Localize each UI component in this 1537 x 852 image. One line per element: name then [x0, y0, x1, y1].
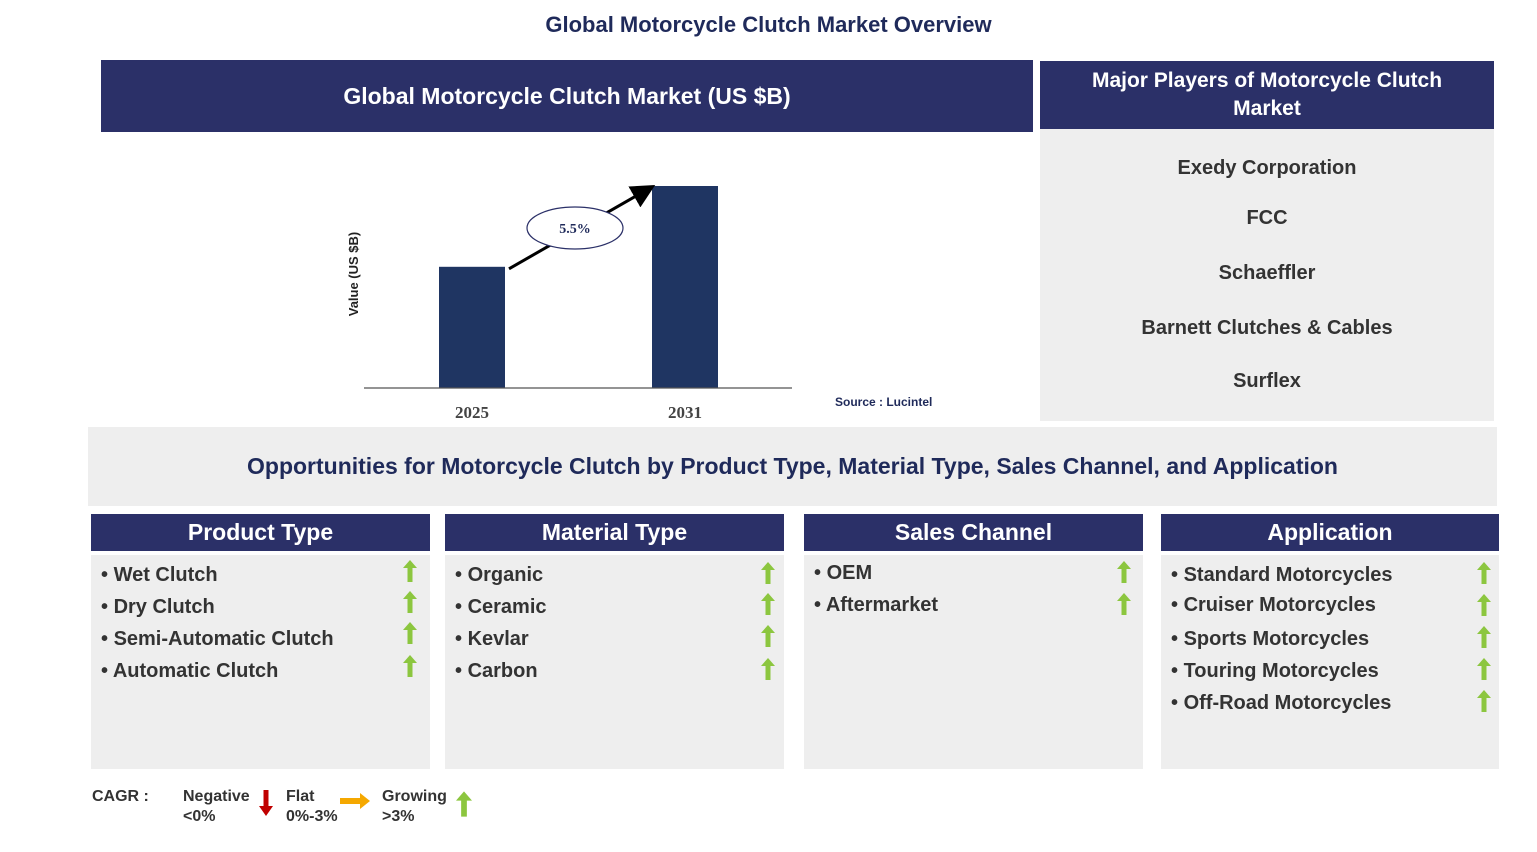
flat-arrow-icon [340, 793, 370, 809]
player-name: Barnett Clutches & Cables [1141, 317, 1393, 339]
growing-arrow-icon [1477, 594, 1491, 616]
growing-arrow-icon [403, 560, 417, 582]
growing-arrow-icon [1477, 626, 1491, 648]
segment-item: • Automatic Clutch [101, 660, 279, 682]
segment-panel-material-type: • Organic • Ceramic • Kevlar • Carbon [445, 555, 784, 769]
segment-item: • Semi-Automatic Clutch [101, 628, 334, 650]
x-tick-label: 2031 [668, 403, 702, 422]
growing-arrow-icon [403, 655, 417, 677]
segment-title: Material Type [541, 519, 688, 545]
bar-chart: 5.5% Value (US $B) 2025 2031 [346, 185, 792, 422]
x-tick-label: 2025 [455, 403, 489, 422]
segment-item: • Standard Motorcycles [1171, 564, 1393, 586]
chart-header-label: Global Motorcycle Clutch Market (US $B) [343, 82, 791, 109]
source-note: Source : Lucintel [835, 395, 933, 409]
growing-arrow-icon [761, 562, 775, 584]
legend-flat: Flat 0%-3% [286, 788, 338, 825]
segment-item: • Dry Clutch [101, 596, 215, 618]
legend-label: CAGR : [92, 788, 149, 805]
segment-header-material-type: Material Type [445, 514, 784, 551]
segment-item: • OEM [814, 562, 873, 584]
segment-panel-product-type: • Wet Clutch • Dry Clutch • Semi-Automat… [91, 555, 430, 769]
segment-panel-sales-channel: • OEM • Aftermarket [804, 555, 1143, 769]
negative-arrow-icon [259, 790, 273, 816]
segment-item: • Off-Road Motorcycles [1171, 692, 1392, 714]
growing-arrow-icon [761, 593, 775, 615]
players-header: Major Players of Motorcycle Clutch Marke… [1040, 61, 1494, 129]
opportunities-title: Opportunities for Motorcycle Clutch by P… [247, 453, 1338, 479]
growing-arrow-icon [761, 658, 775, 680]
segment-item: • Cruiser Motorcycles [1171, 594, 1376, 616]
legend-negative: Negative <0% [183, 788, 250, 825]
segment-title: Product Type [187, 519, 334, 545]
segment-panel-application: • Standard Motorcycles • Cruiser Motorcy… [1161, 555, 1499, 769]
segment-header-sales-channel: Sales Channel [804, 514, 1143, 551]
growing-arrow-icon [761, 625, 775, 647]
cagr-label: 5.5% [559, 222, 591, 237]
growing-arrow-icon [1477, 562, 1491, 584]
players-panel: Exedy Corporation FCC Schaeffler Barnett… [1040, 129, 1494, 421]
segment-item: • Organic [455, 564, 544, 586]
segment-title: Application [1267, 519, 1393, 545]
player-name: FCC [1246, 207, 1288, 229]
page-title: Global Motorcycle Clutch Market Overview [545, 12, 992, 37]
segment-header-product-type: Product Type [91, 514, 430, 551]
chart-header: Global Motorcycle Clutch Market (US $B) [101, 60, 1033, 132]
segment-item: • Carbon [455, 660, 538, 682]
player-name: Schaeffler [1218, 262, 1316, 284]
player-name: Surflex [1233, 370, 1301, 392]
growing-arrow-icon [403, 591, 417, 613]
growing-arrow-icon [456, 791, 472, 817]
cagr-bubble [526, 206, 624, 250]
player-name: Exedy Corporation [1177, 157, 1357, 179]
segment-item: • Aftermarket [814, 594, 939, 616]
growing-arrow-icon [403, 622, 417, 644]
segment-header-application: Application [1161, 514, 1499, 551]
segment-item: • Touring Motorcycles [1171, 660, 1379, 682]
segment-title: Sales Channel [894, 519, 1053, 545]
bar-2031 [652, 186, 718, 388]
players-header-label: Major Players of Motorcycle Clutch Marke… [1091, 69, 1443, 120]
y-axis-label: Value (US $B) [346, 232, 361, 317]
segment-item: • Kevlar [455, 628, 529, 650]
growing-arrow-icon [1117, 593, 1131, 615]
growing-arrow-icon [1477, 658, 1491, 680]
growing-arrow-icon [1117, 561, 1131, 583]
bar-2025 [439, 266, 505, 388]
segment-item: • Ceramic [455, 596, 547, 618]
segment-item: • Sports Motorcycles [1171, 628, 1370, 650]
segment-item: • Wet Clutch [101, 564, 218, 586]
legend-growing: Growing >3% [382, 788, 447, 825]
opportunities-banner: Opportunities for Motorcycle Clutch by P… [88, 427, 1497, 506]
growing-arrow-icon [1477, 690, 1491, 712]
